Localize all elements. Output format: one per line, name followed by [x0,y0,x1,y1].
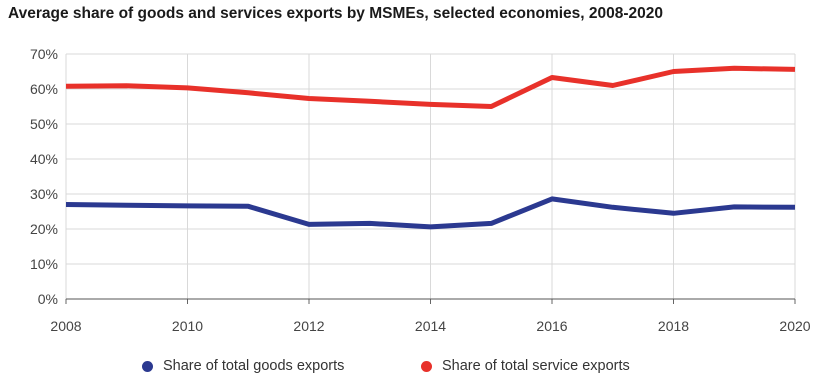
legend: Share of total goods exports Share of to… [0,358,816,380]
x-tick-label: 2016 [536,318,567,334]
legend-dot-services-icon [421,360,432,372]
legend-item-goods: Share of total goods exports [142,358,344,374]
legend-item-services: Share of total service exports [421,358,630,374]
grid [65,53,796,299]
y-tick-label: 40% [30,151,58,167]
y-tick-label: 30% [30,186,58,202]
legend-label-services: Share of total service exports [442,358,630,374]
series-lines [65,65,796,230]
x-tick-label: 2014 [415,318,446,334]
line-chart: 0% 10% 20% 30% 40% 50% 60% 70% 2008 2010 2012 2014… [30,46,811,334]
legend-label-goods: Share of total goods exports [163,358,345,374]
y-tick-label: 60% [30,81,58,97]
x-axis-ticks: 2008 2010 2012 2014 2016 2018 2020 [50,318,810,334]
y-tick-label: 50% [30,116,58,132]
y-tick-label: 20% [30,221,58,237]
y-tick-label: 10% [30,256,58,272]
y-tick-label: 0% [38,291,58,307]
x-tick-label: 2020 [779,318,810,334]
x-tick-label: 2010 [172,318,203,334]
y-tick-label: 70% [30,46,58,62]
series-line-0 [65,196,796,230]
y-axis-ticks: 0% 10% 20% 30% 40% 50% 60% 70% [30,46,58,307]
axes [65,298,796,304]
legend-dot-goods-icon [142,360,153,372]
chart-title: Average share of goods and services expo… [8,5,664,22]
x-tick-label: 2008 [50,318,81,334]
series-line-1 [65,65,796,109]
x-tick-label: 2012 [293,318,324,334]
x-tick-label: 2018 [658,318,689,334]
